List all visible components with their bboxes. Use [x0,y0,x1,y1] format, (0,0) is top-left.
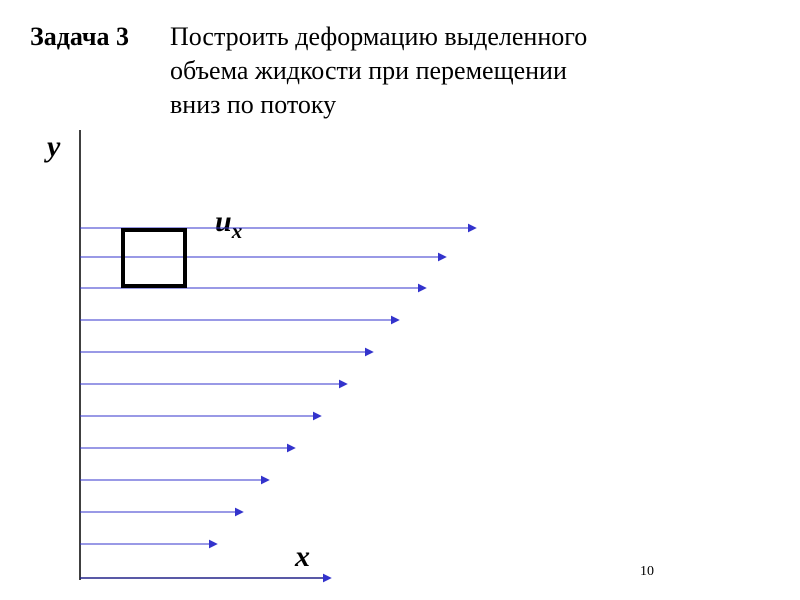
problem-label: Задача 3 [30,22,129,52]
problem-description: Построить деформацию выделенного объема … [170,20,600,121]
flow-diagram [70,130,630,585]
y-axis-label: y [47,130,60,164]
page-number: 10 [640,564,654,580]
